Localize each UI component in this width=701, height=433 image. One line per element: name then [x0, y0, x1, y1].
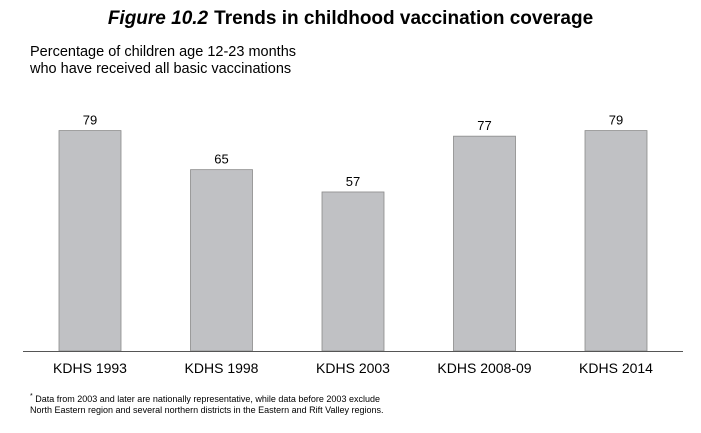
- footnote-text: Data from 2003 and later are nationally …: [30, 394, 384, 415]
- bar-chart: 79 KDHS 1993 65 KDHS 1998 57 KDHS 2003 77 KDHS …: [23, 113, 683, 376]
- x-tick-label: KDHS 2003: [316, 360, 390, 376]
- footnote: * Data from 2003 and later are nationall…: [30, 391, 390, 416]
- bar: [58, 130, 122, 352]
- data-label: 79: [83, 113, 97, 128]
- figure-title-text: Trends in childhood vaccination coverage: [214, 8, 594, 29]
- bar: [190, 169, 253, 352]
- footnote-marker: *: [30, 393, 33, 400]
- x-tick-label: KDHS 1998: [185, 360, 259, 376]
- bar: [584, 130, 648, 352]
- y-axis-label: Percentage of children age 12-23 months …: [30, 44, 297, 77]
- data-label: 77: [477, 118, 491, 133]
- x-tick-label: KDHS 2008-09: [437, 360, 531, 376]
- bar: [321, 191, 385, 352]
- figure-label: Figure 10.2: [107, 8, 209, 29]
- data-label: 65: [214, 152, 228, 167]
- chart-title: Figure 10.2 Trends in childhood vaccinati…: [0, 8, 701, 30]
- data-label: 57: [346, 174, 360, 189]
- x-tick-label: KDHS 2014: [579, 360, 653, 376]
- x-tick-label: KDHS 1993: [53, 360, 127, 376]
- bar: [453, 135, 516, 352]
- data-label: 79: [609, 113, 623, 128]
